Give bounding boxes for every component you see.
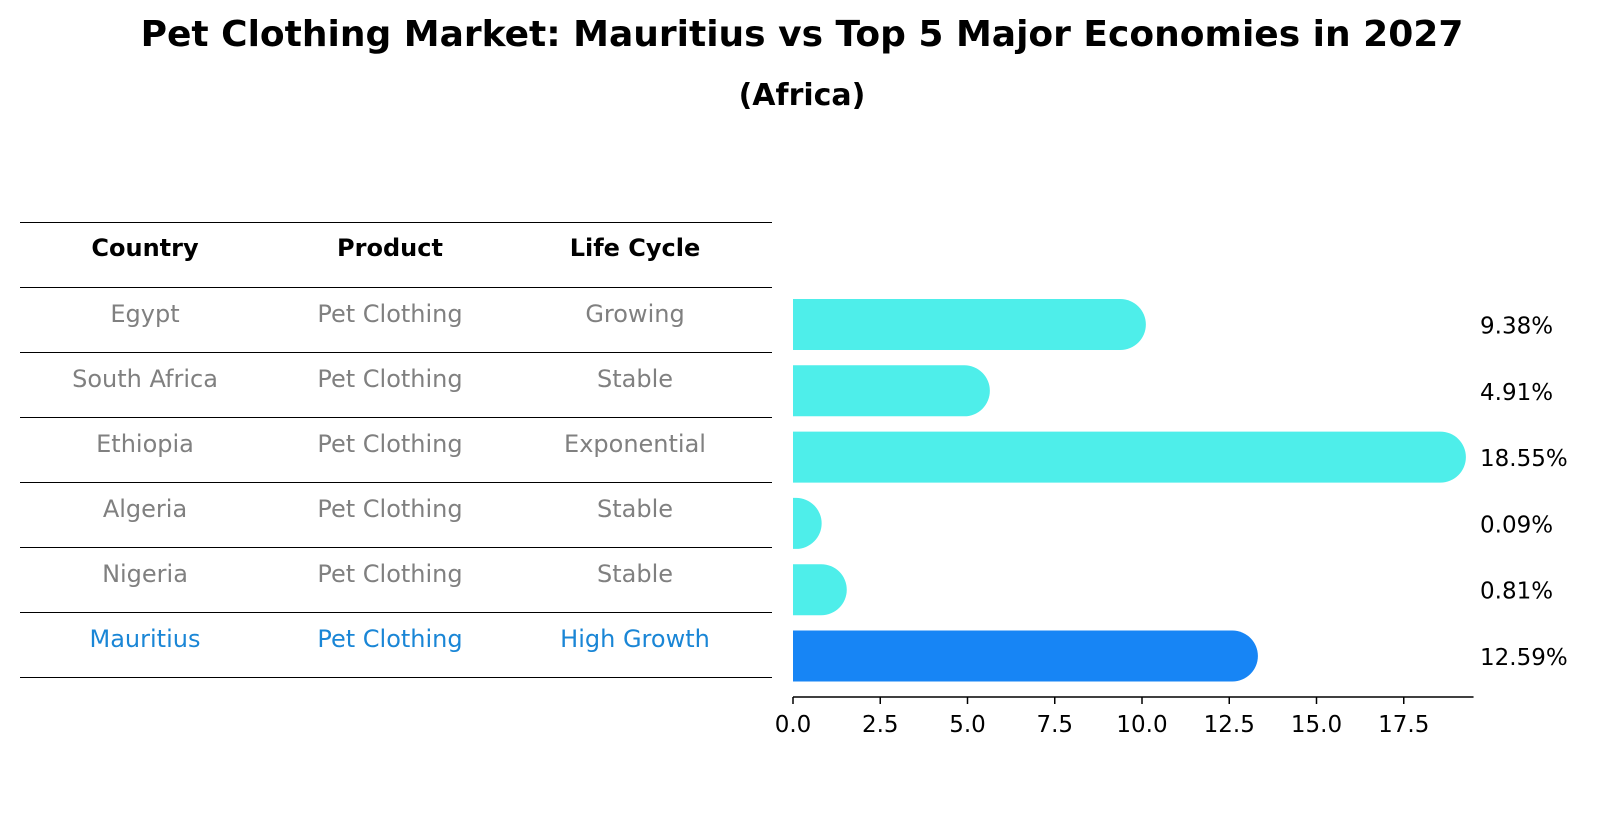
- table-cell-life-cycle: Stable: [596, 560, 674, 588]
- bar: [793, 365, 990, 417]
- table-rule: [20, 287, 772, 288]
- bar-value-label: 0.09%: [1480, 512, 1553, 538]
- table-rule: [20, 222, 772, 223]
- x-tick-label: 17.5: [1378, 712, 1429, 738]
- table-cell-country: Algeria: [102, 495, 188, 523]
- bar-value-label: 0.81%: [1480, 579, 1553, 605]
- header-product: Product: [337, 234, 443, 262]
- table-cell-country: South Africa: [72, 365, 218, 393]
- x-tick-label: 7.5: [1036, 712, 1073, 738]
- bar-highlight: [793, 630, 1258, 682]
- table-cell-product-highlight: Pet Clothing: [317, 625, 463, 653]
- x-tick-label: 5.0: [949, 712, 986, 738]
- table-cell-life-cycle-highlight: High Growth: [560, 625, 710, 653]
- bar: [793, 564, 847, 616]
- bar: [793, 497, 822, 549]
- x-tick-label: 12.5: [1204, 712, 1255, 738]
- table-cell-country: Ethiopia: [96, 430, 194, 458]
- x-tick-label: 0.0: [775, 712, 812, 738]
- bar-value-label: 12.59%: [1480, 645, 1568, 671]
- x-tick-label: 15.0: [1291, 712, 1342, 738]
- x-tick-label: 2.5: [862, 712, 899, 738]
- table-cell-country: Nigeria: [102, 560, 188, 588]
- table-rule: [20, 677, 772, 678]
- table-cell-product: Pet Clothing: [317, 560, 463, 588]
- x-tick-label: 10.0: [1116, 712, 1167, 738]
- header-life-cycle: Life Cycle: [569, 234, 701, 262]
- table-cell-country: Egypt: [110, 300, 180, 328]
- table-rule: [20, 417, 772, 418]
- chart-subtitle: (Africa): [738, 78, 866, 113]
- table-cell-country-highlight: Mauritius: [89, 625, 201, 653]
- table-cell-life-cycle: Stable: [596, 365, 674, 393]
- header-country: Country: [91, 234, 199, 262]
- table-rule: [20, 482, 772, 483]
- chart-title: Pet Clothing Market: Mauritius vs Top 5 …: [140, 14, 1464, 55]
- table-rule: [20, 612, 772, 613]
- table-rule: [20, 352, 772, 353]
- bar-value-label: 4.91%: [1480, 380, 1553, 406]
- table-cell-product: Pet Clothing: [317, 495, 463, 523]
- table-cell-life-cycle: Stable: [596, 495, 674, 523]
- table-cell-life-cycle: Exponential: [564, 430, 706, 458]
- bar-value-label: 9.38%: [1480, 314, 1553, 340]
- table-cell-life-cycle: Growing: [585, 300, 685, 328]
- bar-value-label: 18.55%: [1480, 446, 1568, 472]
- bar: [793, 431, 1466, 483]
- bar: [793, 299, 1146, 350]
- table-cell-product: Pet Clothing: [317, 430, 463, 458]
- table-rule: [20, 547, 772, 548]
- table-cell-product: Pet Clothing: [317, 365, 463, 393]
- table-cell-product: Pet Clothing: [317, 300, 463, 328]
